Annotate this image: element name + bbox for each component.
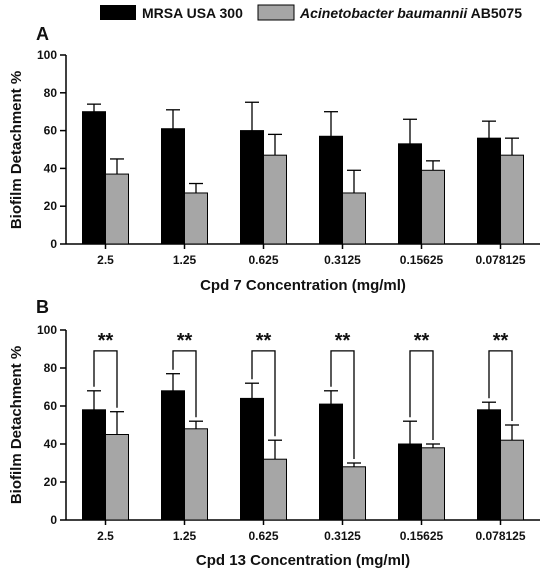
panel-b-significance-bracket	[93, 350, 118, 408]
panel-a-bar-mrsa-2	[240, 130, 264, 245]
panel-b-ytick-label: 60	[44, 399, 58, 413]
panel-b-bar-acinetobacter-5	[500, 439, 524, 521]
panel-b-bar-acinetobacter-0	[105, 434, 129, 521]
panel-a-bar-acinetobacter-0	[105, 173, 129, 245]
panel-b-ytick-label: 100	[37, 323, 57, 337]
panel-b-xtick-label: 0.625	[248, 529, 278, 543]
panel-b-bar-mrsa-0	[82, 409, 106, 521]
panel-b-xlabel: Cpd 13 Concentration (mg/ml)	[196, 552, 410, 569]
panel-a-xtick-label: 2.5	[97, 253, 114, 267]
panel-b-xtick-label: 0.078125	[475, 529, 525, 543]
panel-a-bar-acinetobacter-1	[184, 192, 208, 245]
panel-b-letter: B	[36, 297, 49, 317]
panel-a-bar-acinetobacter-3	[342, 192, 366, 245]
panel-b-bar-acinetobacter-2	[263, 458, 287, 521]
legend: MRSA USA 300 Acinetobacter baumannii AB5…	[100, 4, 522, 21]
legend-label-mrsa: MRSA USA 300	[142, 5, 243, 21]
panel-b-significance-label: **	[256, 330, 272, 352]
legend-swatch-acinetobacter	[257, 4, 295, 21]
panel-b-significance-label: **	[493, 330, 509, 352]
panel-a-bar-mrsa-5	[477, 137, 501, 245]
panel-a-letter: A	[36, 24, 49, 44]
panel-a-bar-acinetobacter-5	[500, 154, 524, 245]
panel-a-bar-acinetobacter-4	[421, 169, 445, 245]
panel-b-bar-acinetobacter-4	[421, 447, 445, 521]
panel-b-significance-bracket	[172, 350, 197, 418]
panel-a-bar-mrsa-4	[398, 143, 422, 245]
panel-a-bar-mrsa-1	[161, 128, 185, 245]
panel-b-bar-mrsa-4	[398, 443, 422, 521]
panel-a-ylabel: Biofilm Detachment %	[8, 71, 25, 229]
panel-b-bar-acinetobacter-1	[184, 428, 208, 521]
panel-a: A Biofilm Detachment % Cpd 7 Concentrati…	[8, 24, 540, 294]
legend-label-acinetobacter-suffix: AB5075	[467, 5, 522, 21]
panel-b-significance-label: **	[177, 330, 193, 352]
panel-a-xtick-label: 0.3125	[324, 253, 361, 267]
legend-swatch-mrsa	[100, 5, 136, 20]
panel-b-significance-label: **	[335, 330, 351, 352]
panel-a-ytick-label: 80	[44, 86, 58, 100]
panel-a-xtick-label: 0.078125	[475, 253, 525, 267]
panel-b-bar-acinetobacter-3	[342, 466, 366, 521]
legend-label-acinetobacter: Acinetobacter baumannii AB5075	[299, 5, 522, 21]
panel-b-ytick-label: 80	[44, 361, 58, 375]
panel-a-ytick-label: 60	[44, 124, 58, 138]
panel-b-xtick-label: 1.25	[173, 529, 197, 543]
panel-b-xtick-label: 0.15625	[400, 529, 444, 543]
panel-a-xtick-label: 1.25	[173, 253, 197, 267]
panel-b-ylabel: Biofilm Detachment %	[8, 346, 25, 504]
panel-a-ytick-label: 100	[37, 48, 57, 62]
panel-a-ytick-label: 0	[50, 237, 57, 251]
panel-b-ytick-label: 0	[50, 513, 57, 527]
panel-b-significance-bracket	[409, 350, 434, 440]
panel-a-ytick-label: 20	[44, 199, 58, 213]
panel-b-bar-mrsa-2	[240, 397, 264, 521]
panel-b-bar-mrsa-1	[161, 390, 185, 521]
panel-a-ytick-label: 40	[44, 161, 58, 175]
panel-b-xtick-label: 0.3125	[324, 529, 361, 543]
panel-b-significance-bracket	[251, 350, 276, 437]
panel-b-bar-mrsa-3	[319, 403, 343, 521]
panel-a-bar-acinetobacter-2	[263, 154, 287, 245]
panel-a-xtick-label: 0.15625	[400, 253, 444, 267]
panel-b-significance-label: **	[414, 330, 430, 352]
panel-b-significance-bracket	[330, 350, 355, 459]
panel-b-xtick-label: 2.5	[97, 529, 114, 543]
panel-b-significance-bracket	[488, 350, 513, 421]
panel-a-xlabel: Cpd 7 Concentration (mg/ml)	[200, 277, 406, 294]
panel-b-bar-mrsa-5	[477, 409, 501, 521]
panel-b-ytick-label: 40	[44, 437, 58, 451]
panel-b-ytick-label: 20	[44, 475, 58, 489]
panel-a-bar-mrsa-3	[319, 135, 343, 245]
panel-a-xtick-label: 0.625	[248, 253, 278, 267]
panel-a-bar-mrsa-0	[82, 111, 106, 245]
panel-b-significance-label: **	[98, 330, 114, 352]
panel-b: B Biofilm Detachment % Cpd 13 Concentrat…	[8, 297, 540, 569]
legend-label-acinetobacter-italic: Acinetobacter baumannii	[299, 5, 468, 21]
